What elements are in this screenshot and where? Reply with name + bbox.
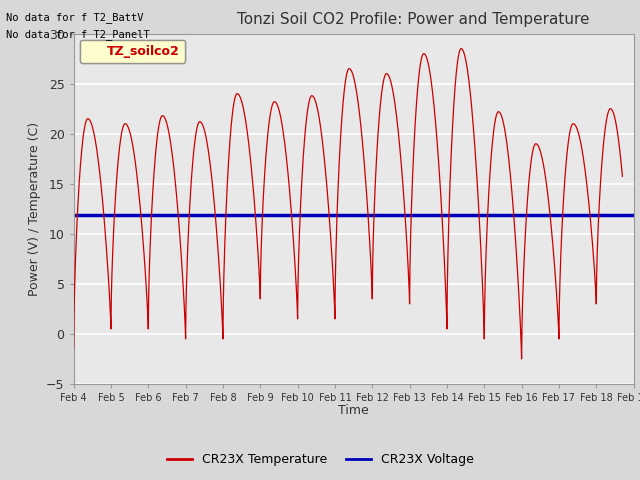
Text: No data for f T2_BattV: No data for f T2_BattV	[6, 12, 144, 23]
Text: No data for f T2_PanelT: No data for f T2_PanelT	[6, 29, 150, 40]
Text: Tonzi Soil CO2 Profile: Power and Temperature: Tonzi Soil CO2 Profile: Power and Temper…	[237, 12, 589, 27]
Y-axis label: Power (V) / Temperature (C): Power (V) / Temperature (C)	[28, 122, 40, 296]
Legend: TZ_soilco2: TZ_soilco2	[80, 40, 185, 63]
X-axis label: Time: Time	[338, 405, 369, 418]
Legend: CR23X Temperature, CR23X Voltage: CR23X Temperature, CR23X Voltage	[161, 448, 479, 471]
